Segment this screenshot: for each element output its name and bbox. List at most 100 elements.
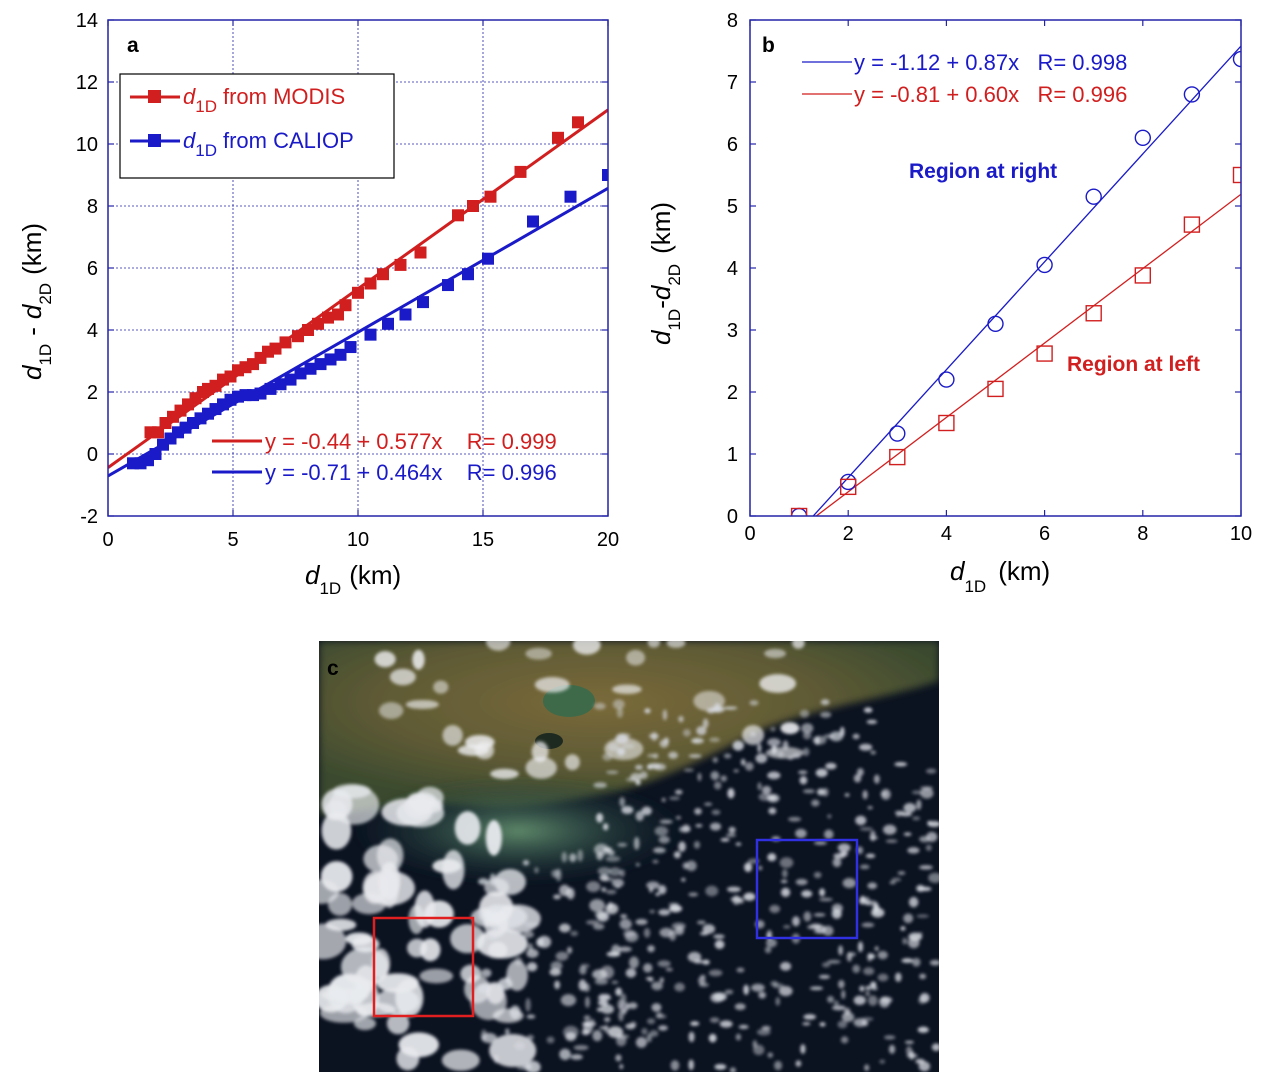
- cloud-cell: [724, 989, 734, 995]
- cloud-cell: [792, 753, 801, 759]
- cloud-cell: [621, 806, 634, 815]
- cloud-cell: [853, 995, 866, 1005]
- y-tick-label: 4: [87, 320, 98, 342]
- cloud-cell: [730, 897, 744, 902]
- cloud-cell: [671, 922, 686, 930]
- cloud: [612, 684, 642, 695]
- cloud-cell: [612, 699, 625, 710]
- data-point: [790, 507, 808, 516]
- cloud-cell: [781, 869, 788, 878]
- panel-a-letter: a: [127, 34, 139, 57]
- cloud-cell: [703, 802, 713, 806]
- panel-c-letter: c: [327, 657, 339, 680]
- cloud-cell: [822, 787, 829, 797]
- cloud-cell: [665, 967, 673, 972]
- cloud-cell: [859, 827, 873, 831]
- cloud-cell: [822, 925, 834, 937]
- cloud-cell: [690, 1021, 700, 1026]
- cloud: [389, 668, 416, 686]
- y-tick-label: 10: [76, 134, 98, 156]
- cloud-cell: [883, 1035, 896, 1040]
- cloud-cell: [795, 1060, 802, 1067]
- cloud-cell: [605, 855, 621, 862]
- cloud-cell: [559, 1048, 571, 1061]
- cloud-cell: [559, 923, 571, 933]
- cloud-cell: [919, 865, 933, 870]
- cloud-cell: [643, 927, 651, 938]
- cloud-cell: [877, 973, 889, 982]
- cloud-cell: [589, 899, 605, 913]
- cloud-cell: [827, 959, 841, 964]
- cloud-cell: [802, 747, 810, 757]
- data-point: [987, 315, 1004, 332]
- cloud-cell: [720, 775, 727, 782]
- cloud-cell: [705, 885, 719, 897]
- panel-b-letter: b: [762, 34, 775, 57]
- data-point: [987, 380, 1004, 398]
- data-point: [339, 299, 352, 312]
- cloud-cell: [750, 731, 756, 737]
- cloud-cell: [608, 867, 622, 877]
- cloud-cell: [584, 996, 590, 1009]
- cloud-cell: [780, 879, 788, 884]
- cloud: [420, 938, 441, 962]
- cloud-cell: [820, 699, 830, 706]
- cloud-cell: [658, 909, 671, 916]
- cloud-cell: [592, 1030, 603, 1042]
- x-tick-label: 0: [744, 523, 755, 545]
- cloud-cell: [723, 753, 732, 759]
- data-point: [840, 478, 857, 496]
- cloud-cell: [675, 815, 682, 820]
- data-point: [552, 131, 564, 144]
- data-point: [417, 296, 429, 309]
- cloud-cell: [628, 1002, 638, 1010]
- cloud-cell: [927, 820, 932, 825]
- cloud-cell: [688, 754, 702, 759]
- x-tick-label: 2: [843, 523, 854, 545]
- x-tick-label: 20: [597, 529, 619, 551]
- x-tick-label: 6: [1039, 523, 1050, 545]
- cloud-cell: [743, 892, 756, 901]
- cloud-cell: [888, 1044, 896, 1054]
- cloud-cell: [743, 984, 749, 995]
- cloud-cell: [720, 838, 730, 842]
- cloud-cell: [594, 702, 606, 710]
- cloud-cell: [710, 771, 720, 781]
- cloud: [480, 904, 528, 930]
- cloud-cell: [611, 980, 619, 984]
- data-point: [938, 414, 955, 432]
- data-point: [394, 258, 407, 271]
- cloud: [433, 680, 449, 694]
- cloud-cell: [770, 726, 776, 732]
- cloud: [454, 811, 481, 845]
- cloud-cell: [768, 807, 777, 815]
- cloud-cell: [615, 1054, 622, 1062]
- fit-equation-right: y = -1.12 + 0.87x R= 0.998: [854, 50, 1127, 75]
- cloud-cell: [674, 789, 683, 795]
- cloud-cell: [879, 996, 890, 1008]
- cloud-cell: [873, 774, 880, 784]
- cloud-cell: [569, 853, 577, 863]
- cloud-cell: [767, 853, 777, 862]
- cloud-cell: [570, 930, 579, 937]
- cloud: [405, 699, 439, 710]
- panel-a-legend: d1D from MODIS d1D from CALIOP: [119, 73, 395, 179]
- cloud-cell: [807, 924, 821, 930]
- cloud-cell: [697, 772, 702, 782]
- cloud-cell: [859, 897, 867, 905]
- data-point: [1085, 305, 1102, 322]
- blue-region-box: [755, 838, 859, 940]
- cloud-cell: [566, 946, 573, 954]
- cloud-cell: [823, 829, 834, 840]
- cloud: [325, 918, 357, 931]
- cloud-cell: [662, 709, 668, 721]
- cloud-cell: [611, 878, 624, 888]
- cloud-cell: [912, 816, 921, 821]
- cloud-cell: [929, 959, 939, 966]
- data-point: [332, 308, 344, 321]
- y-tick-label: 8: [87, 196, 98, 218]
- data-point: [269, 342, 282, 355]
- cloud-cell: [616, 707, 624, 718]
